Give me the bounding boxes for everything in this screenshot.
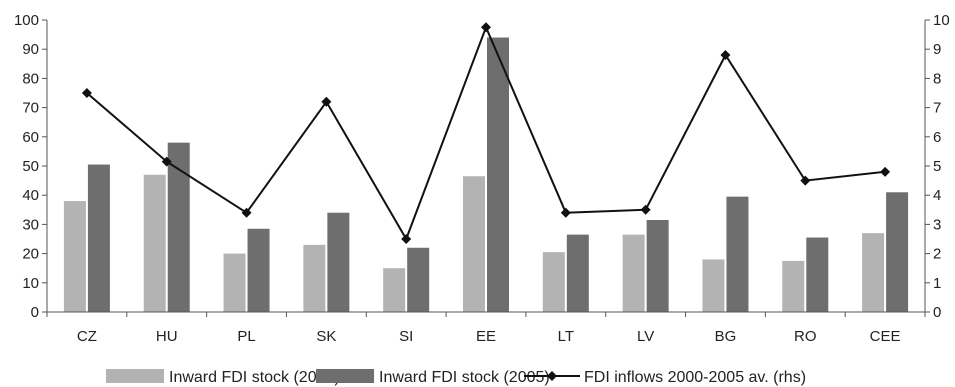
left-tick-label: 10: [22, 275, 39, 292]
axes-layer: [42, 19, 930, 317]
right-tick-label: 1: [933, 275, 941, 292]
bar-2005-pl: [247, 228, 270, 312]
bars-layer: [63, 37, 909, 313]
bar-2000-cz: [63, 201, 86, 312]
right-tick-label: 9: [933, 41, 941, 58]
left-tick-label: 50: [22, 158, 39, 175]
bar-2005-sk: [327, 212, 350, 312]
inflow-point-pl: [241, 207, 252, 218]
inflow-point-cee: [880, 166, 891, 177]
bar-2000-hu: [143, 174, 166, 312]
x-tick-label-cee: CEE: [870, 328, 901, 345]
x-tick-label-ro: RO: [794, 328, 817, 345]
bar-2000-pl: [223, 253, 246, 312]
left-tick-label: 30: [22, 216, 39, 233]
legend: Inward FDI stock (2000) Inward FDI stock…: [106, 369, 806, 386]
left-tick-label: 20: [22, 246, 39, 263]
bar-2005-lv: [646, 220, 669, 312]
left-tick-label: 60: [22, 129, 39, 146]
x-tick-label-pl: PL: [237, 328, 255, 345]
right-tick-label: 3: [933, 216, 941, 233]
x-tick-label-sk: SK: [316, 328, 336, 345]
inflow-point-hu: [161, 156, 172, 167]
bar-2000-lt: [542, 252, 565, 312]
right-tick-label: 5: [933, 158, 941, 175]
inflow-point-bg: [720, 50, 731, 61]
x-tick-label-lv: LV: [637, 328, 654, 345]
right-tick-label: 8: [933, 70, 941, 87]
x-tick-label-bg: BG: [715, 328, 737, 345]
inflow-point-lv: [640, 204, 651, 215]
bar-2005-hu: [167, 142, 190, 312]
line-layer: [81, 22, 891, 244]
bar-2005-lt: [566, 234, 589, 312]
bar-2000-lv: [622, 234, 645, 312]
bar-2000-ee: [463, 176, 485, 312]
left-tick-label: 90: [22, 41, 39, 58]
inflow-point-lt: [560, 207, 571, 218]
legend-label-inflows: FDI inflows 2000-2005 av. (rhs): [584, 369, 806, 386]
right-tick-label: 0: [933, 304, 941, 321]
right-tick-label: 6: [933, 129, 941, 146]
bar-2000-ro: [782, 260, 805, 312]
x-tick-label-cz: CZ: [77, 328, 97, 345]
bar-2005-ro: [806, 237, 829, 312]
right-tick-label: 10: [933, 12, 950, 29]
legend-label-2005: Inward FDI stock (2005): [379, 369, 550, 386]
inflow-point-ee: [481, 22, 491, 33]
inflow-point-sk: [321, 96, 332, 107]
bar-2000-cee: [862, 233, 885, 312]
x-tick-label-lt: LT: [558, 328, 574, 345]
legend-swatch-2000: [106, 369, 164, 383]
left-tick-label: 80: [22, 70, 39, 87]
left-tick-label: 100: [14, 12, 39, 29]
inflow-point-cz: [81, 88, 92, 98]
x-tick-label-ee: EE: [476, 328, 496, 345]
x-tick-label-hu: HU: [156, 328, 178, 345]
bar-2000-sk: [303, 244, 326, 312]
bar-2000-bg: [702, 259, 725, 312]
right-tick-label: 7: [933, 100, 941, 117]
inflow-point-ro: [800, 175, 811, 186]
left-tick-label: 0: [31, 304, 39, 321]
bar-2005-si: [407, 247, 430, 312]
bar-2005-cz: [87, 164, 110, 312]
legend-swatch-2005: [316, 369, 374, 383]
bar-2005-cee: [886, 192, 909, 312]
bar-2005-bg: [726, 196, 749, 312]
x-tick-label-si: SI: [399, 328, 413, 345]
bar-2000-si: [383, 268, 406, 312]
left-tick-label: 70: [22, 100, 39, 117]
tick-labels-layer: 0 10 20 30 40 50 60 70 80 90 100 0 1 2 3 4 5 6 7 8 9 10 CZ HU PL…: [14, 12, 950, 345]
legend-diamond-marker: [547, 371, 557, 381]
left-tick-label: 40: [22, 187, 39, 204]
legend-label-2000: Inward FDI stock (2000): [169, 369, 340, 386]
right-tick-label: 2: [933, 246, 941, 263]
bar-2005-ee: [487, 37, 509, 313]
fdi-inflows-line: [86, 24, 886, 242]
right-tick-label: 4: [933, 187, 941, 204]
inflow-point-si: [401, 234, 412, 244]
